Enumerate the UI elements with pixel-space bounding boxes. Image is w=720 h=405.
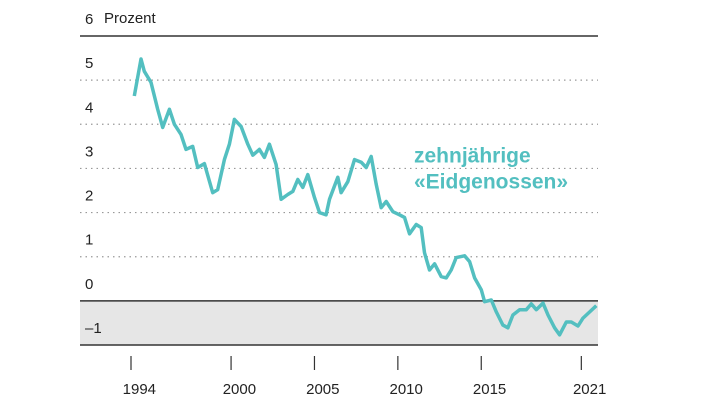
y-tick-label: 3	[85, 143, 93, 160]
x-tick-label: 2010	[390, 381, 423, 398]
x-tick-label: 2015	[473, 381, 506, 398]
y-tick-label: 5	[85, 55, 93, 72]
line	[132, 57, 598, 337]
y-tick-label: 4	[85, 99, 93, 116]
y-tick-label: 1	[85, 232, 93, 249]
x-tick-label: 2005	[306, 381, 339, 398]
y-axis-label: Prozent	[104, 10, 157, 27]
negative-band	[80, 300, 598, 345]
x-tick-label: 1994	[123, 381, 156, 398]
y-tick-label: 6	[85, 11, 93, 28]
y-tick-label: 0	[85, 276, 93, 293]
y-tick-label: –1	[85, 320, 102, 337]
annotation: «Eidgenossen»	[414, 171, 568, 194]
x-tick-label: 2000	[223, 381, 256, 398]
y-tick-label: 2	[85, 188, 93, 205]
x-tick-label: 2021	[573, 381, 606, 398]
annotation: zehnjährige	[414, 145, 531, 168]
